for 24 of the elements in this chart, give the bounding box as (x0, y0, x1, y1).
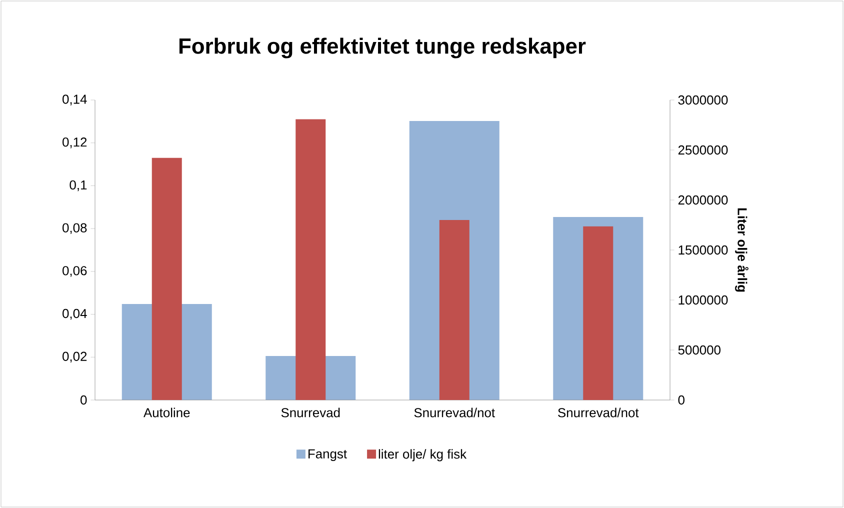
y-tick-label: 0 (80, 395, 87, 405)
y2-tick-label: 2500000 (678, 145, 728, 155)
y-tick-label: 0,12 (62, 138, 87, 148)
y-tick-label: 0,14 (62, 94, 87, 106)
y-tick-label: 0,08 (62, 223, 87, 234)
y-tick-label: 0,06 (62, 266, 87, 277)
y2-tick-label: 500000 (678, 345, 720, 355)
legend-label: Fangst (308, 449, 347, 462)
bar (439, 220, 470, 400)
y2-tick-label: 1000000 (678, 295, 728, 305)
y2-tick-label: 1500000 (678, 245, 728, 255)
y2-tick-label: 2000000 (678, 195, 728, 205)
y-tick-label: 0,04 (62, 308, 87, 320)
legend-label: liter olje/ kg fisk (378, 449, 467, 462)
y2-tick-label: 3000000 (678, 95, 728, 105)
y-tick-label: 0,02 (62, 352, 87, 362)
x-tick-label: Snurrevad/not (558, 408, 639, 418)
x-tick-label: Autoline (144, 408, 190, 418)
y-tick-label: 0,1 (70, 180, 87, 192)
chart-title: Forbruk og effektivitet tunge redskaper (179, 38, 586, 58)
x-tick-label: Snurrevad (281, 408, 340, 418)
x-tick-label: Snurrevad/not (414, 408, 495, 418)
y2-axis-title: Liter olje årlig (735, 208, 748, 292)
y2-tick-label: 0 (678, 395, 684, 405)
